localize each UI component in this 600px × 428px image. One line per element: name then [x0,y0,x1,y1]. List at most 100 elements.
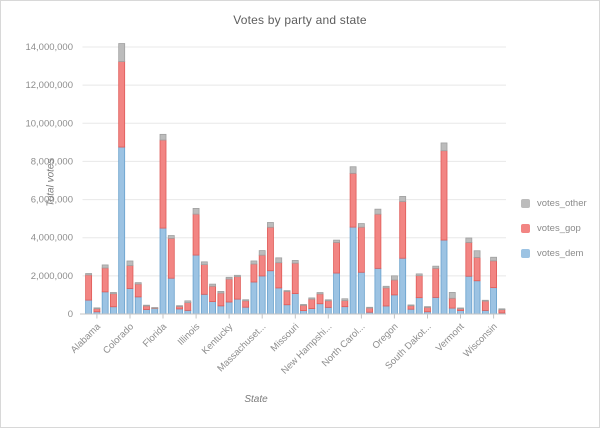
bar-segment-votes_gop[interactable] [324,300,332,308]
bar-segment-votes_gop[interactable] [217,292,225,307]
bar-segment-votes_gop[interactable] [473,257,481,282]
legend-item-votes-dem[interactable]: votes_dem [521,248,587,259]
bar-segment-votes_other[interactable] [192,208,200,215]
bar-segment-votes_gop[interactable] [308,298,316,309]
bar-segment-votes_dem[interactable] [333,272,340,315]
bar-segment-votes_other[interactable] [151,307,159,309]
bar-segment-votes_other[interactable] [473,250,481,258]
bar-segment-votes_gop[interactable] [267,226,274,272]
bar-segment-votes_other[interactable] [93,307,101,310]
bar-segment-votes_dem[interactable] [357,271,365,315]
bar-segment-votes_other[interactable] [357,223,365,228]
bar-segment-votes_gop[interactable] [448,297,456,309]
bar-segment-votes_dem[interactable] [275,287,283,315]
bar-segment-votes_dem[interactable] [85,299,93,315]
bar-segment-votes_other[interactable] [85,273,93,276]
bar-segment-votes_dem[interactable] [126,288,134,315]
bar-segment-votes_dem[interactable] [217,305,225,315]
bar-segment-votes_dem[interactable] [391,294,398,315]
bar-segment-votes_gop[interactable] [110,293,117,308]
bar-segment-votes_dem[interactable] [118,146,126,315]
bar-segment-votes_dem[interactable] [291,293,299,315]
bar-segment-votes_dem[interactable] [258,275,266,315]
bar-segment-votes_gop[interactable] [101,267,109,293]
bar-segment-votes_gop[interactable] [465,242,473,277]
bar-segment-votes_dem[interactable] [283,304,291,315]
bar-segment-votes_gop[interactable] [391,279,398,296]
bar-segment-votes_other[interactable] [300,304,307,306]
bar-segment-votes_gop[interactable] [242,300,250,308]
bar-segment-votes_gop[interactable] [481,300,489,311]
bar-segment-votes_other[interactable] [209,283,217,287]
bar-segment-votes_other[interactable] [366,306,374,309]
bar-segment-votes_dem[interactable] [473,280,481,315]
bar-segment-votes_gop[interactable] [440,150,448,241]
bar-segment-votes_other[interactable] [200,261,208,265]
bar-segment-votes_other[interactable] [159,133,167,141]
bar-segment-votes_dem[interactable] [341,306,349,315]
bar-segment-votes_dem[interactable] [374,267,382,315]
bar-segment-votes_gop[interactable] [498,309,506,314]
bar-segment-votes_gop[interactable] [126,265,134,289]
bar-segment-votes_other[interactable] [118,43,126,62]
bar-segment-votes_dem[interactable] [110,306,117,315]
bar-segment-votes_dem[interactable] [192,254,200,315]
bar-segment-votes_gop[interactable] [349,172,357,228]
bar-segment-votes_dem[interactable] [267,270,274,315]
bar-segment-votes_other[interactable] [225,276,233,280]
bar-segment-votes_other[interactable] [267,222,274,228]
bar-segment-votes_gop[interactable] [490,260,498,289]
bar-segment-votes_dem[interactable] [300,310,307,315]
bar-segment-votes_other[interactable] [184,300,192,303]
bar-segment-votes_other[interactable] [374,208,382,215]
bar-segment-votes_other[interactable] [415,273,423,277]
bar-segment-votes_dem[interactable] [209,301,217,315]
bar-segment-votes_gop[interactable] [415,275,423,299]
bar-segment-votes_dem[interactable] [134,296,142,315]
bar-segment-votes_gop[interactable] [291,262,299,294]
bar-segment-votes_gop[interactable] [316,293,324,305]
bar-segment-votes_dem[interactable] [200,293,208,315]
bar-segment-votes_gop[interactable] [184,302,192,311]
bar-segment-votes_dem[interactable] [399,257,407,315]
bar-segment-votes_dem[interactable] [167,277,175,315]
bar-segment-votes_gop[interactable] [283,290,291,306]
bar-segment-votes_gop[interactable] [357,226,365,273]
bar-segment-votes_other[interactable] [110,292,117,295]
bar-segment-votes_other[interactable] [341,298,349,301]
bar-segment-votes_dem[interactable] [316,303,324,315]
bar-segment-votes_dem[interactable] [242,306,250,315]
bar-segment-votes_gop[interactable] [159,139,167,229]
bar-segment-votes_gop[interactable] [300,304,307,312]
bar-segment-votes_dem[interactable] [432,296,440,315]
bar-segment-votes_other[interactable] [448,292,456,299]
bar-segment-votes_gop[interactable] [366,307,374,313]
bar-segment-votes_other[interactable] [490,256,498,262]
bar-segment-votes_other[interactable] [382,285,390,289]
bar-segment-votes_other[interactable] [498,308,506,311]
bar-segment-votes_other[interactable] [407,304,415,307]
bar-segment-votes_dem[interactable] [440,239,448,315]
bar-segment-votes_other[interactable] [308,297,316,300]
bar-segment-votes_dem[interactable] [324,306,332,315]
bar-segment-votes_other[interactable] [399,196,407,202]
bar-segment-votes_gop[interactable] [333,242,340,274]
bar-segment-votes_dem[interactable] [184,309,192,315]
bar-segment-votes_dem[interactable] [490,287,498,315]
bar-segment-votes_gop[interactable] [341,300,349,308]
bar-segment-votes_gop[interactable] [275,262,283,289]
bar-segment-votes_dem[interactable] [457,310,464,315]
bar-segment-votes_gop[interactable] [134,283,142,298]
bar-segment-votes_other[interactable] [233,274,241,278]
bar-segment-votes_dem[interactable] [151,308,159,315]
bar-segment-votes_other[interactable] [258,250,266,256]
bar-segment-votes_gop[interactable] [407,305,415,310]
bar-segment-votes_gop[interactable] [432,267,440,298]
bar-segment-votes_other[interactable] [324,299,332,302]
bar-segment-votes_dem[interactable] [308,308,316,315]
bar-segment-votes_other[interactable] [167,235,175,239]
bar-segment-votes_other[interactable] [242,299,250,302]
bar-segment-votes_gop[interactable] [233,276,241,300]
bar-segment-votes_other[interactable] [250,260,258,265]
bar-segment-votes_gop[interactable] [85,274,93,301]
